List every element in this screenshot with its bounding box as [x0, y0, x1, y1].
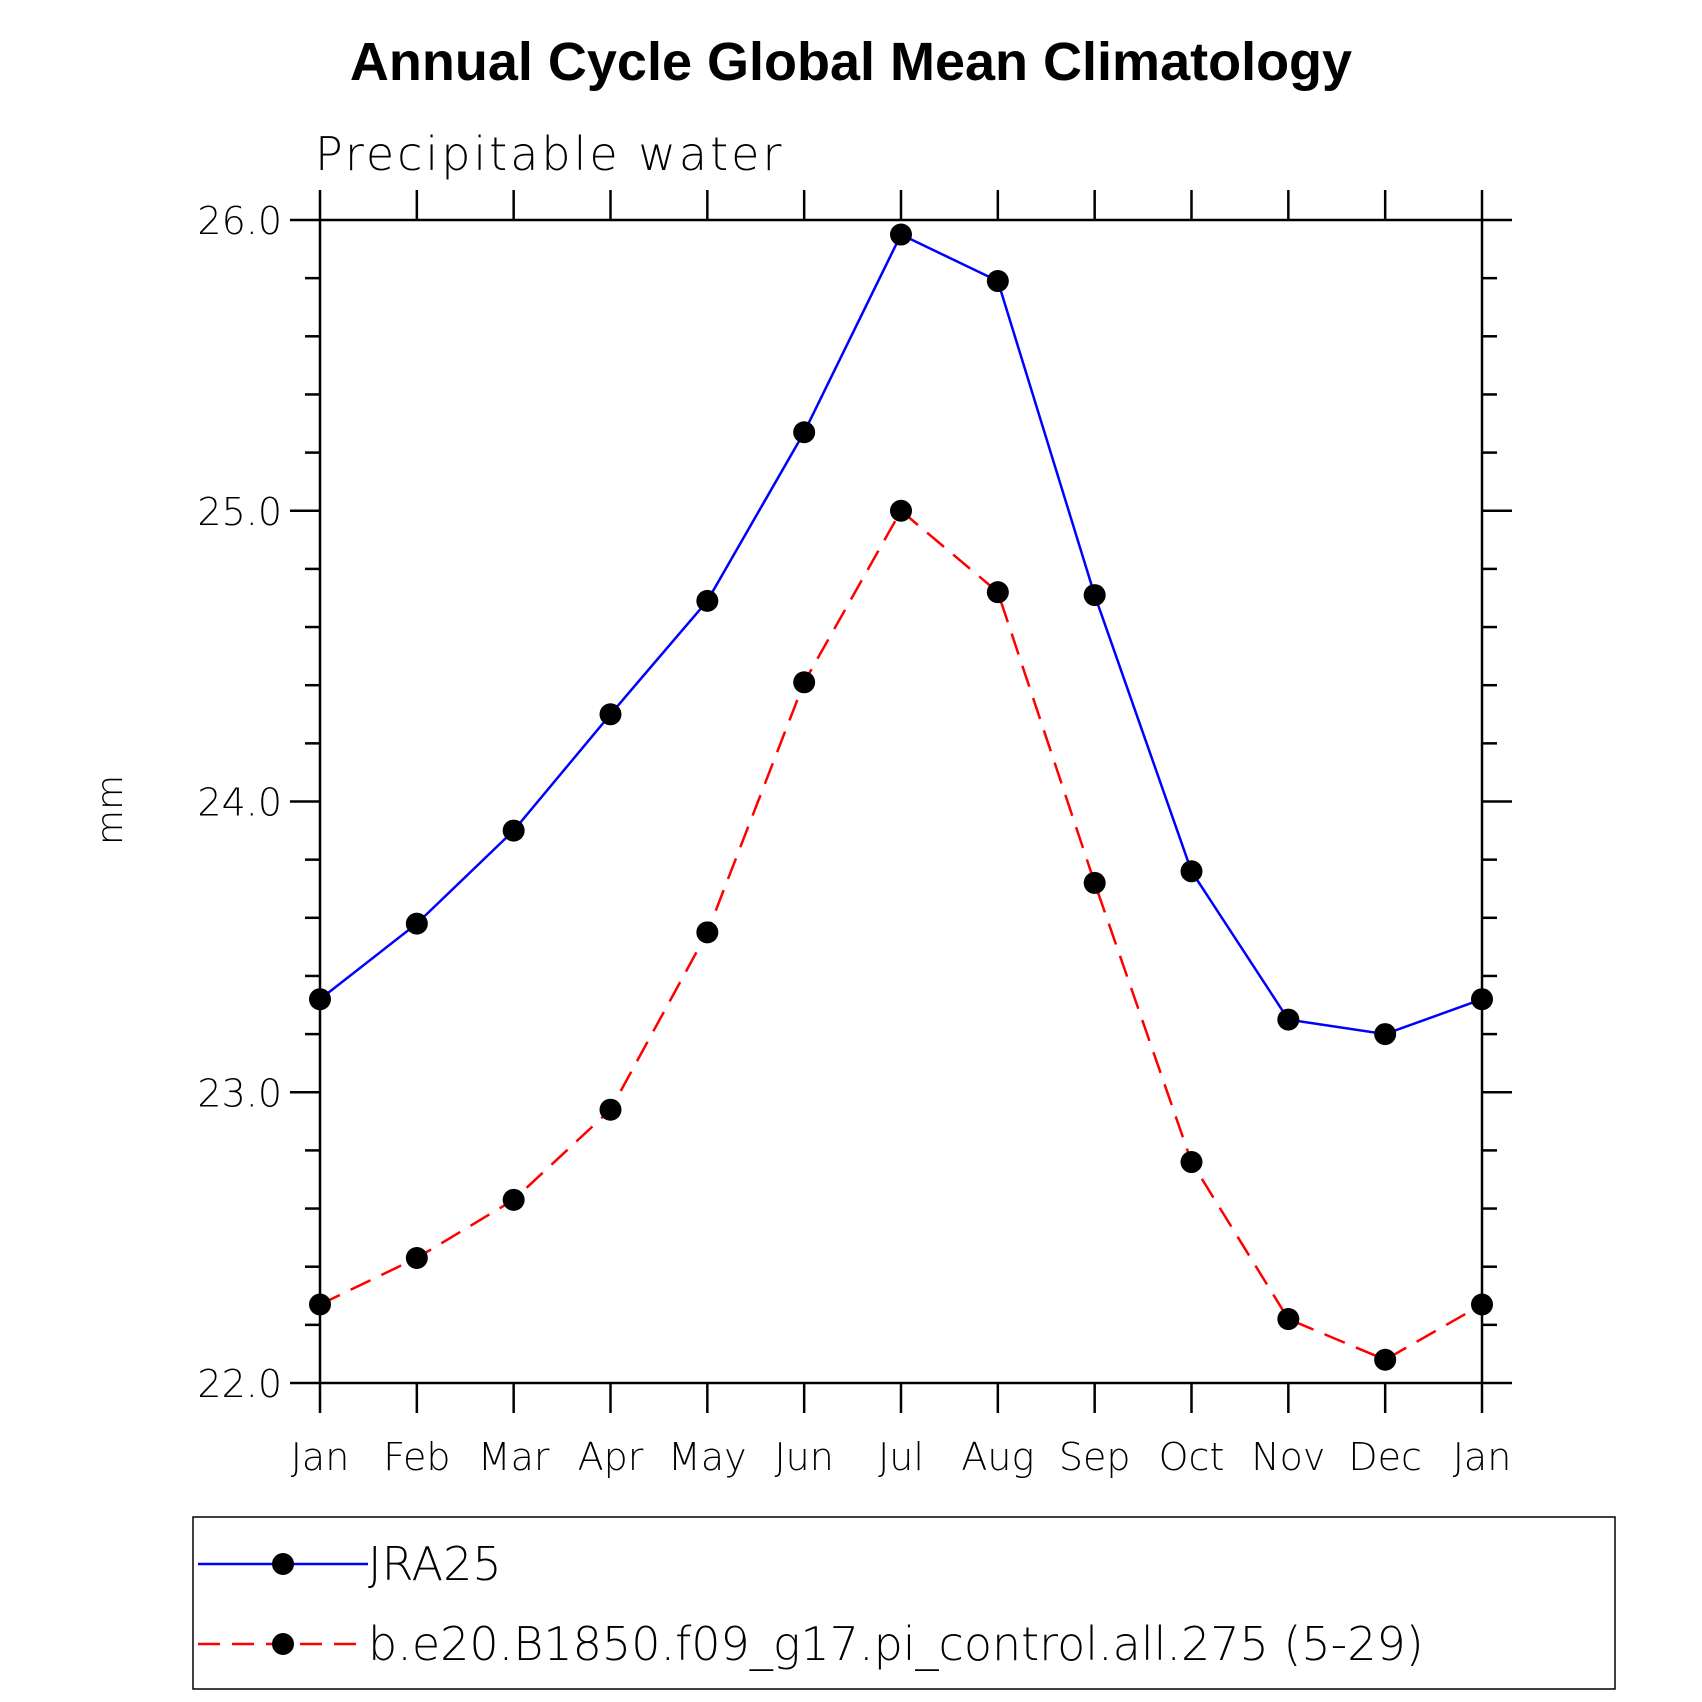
y-tick-label: 23.0 — [197, 1071, 282, 1115]
series-0-point — [1374, 1023, 1397, 1046]
x-tick-label: Jun — [774, 1435, 833, 1479]
series-1-point — [986, 581, 1009, 604]
x-tick-label: Mar — [478, 1435, 550, 1479]
series-1-point — [1277, 1308, 1300, 1331]
legend: JRA25 b.e20.B1850.f09_g17.pi_control.all… — [192, 1516, 1616, 1690]
x-tick-label: Aug — [961, 1435, 1034, 1479]
series-0-point — [890, 223, 912, 246]
y-axis-label: mm — [90, 775, 131, 845]
plot-border — [318, 218, 1484, 1385]
series-1-point — [502, 1188, 525, 1211]
legend-marker-1 — [272, 1633, 294, 1655]
series-0-point — [1180, 860, 1203, 883]
y-tick-label: 25.0 — [197, 490, 282, 534]
series-1-point — [1471, 1293, 1493, 1316]
x-tick-label: Jul — [878, 1435, 924, 1479]
legend-box — [192, 1516, 1616, 1690]
x-tick-label: Oct — [1159, 1435, 1225, 1479]
series-0-point — [1471, 988, 1493, 1011]
series-line-0 — [319, 232, 1483, 1036]
y-tick-label: 24.0 — [197, 781, 282, 825]
series-1-point — [793, 671, 816, 694]
series-0-point — [1277, 1008, 1300, 1031]
series-0-point — [405, 912, 428, 935]
series-1-point — [1180, 1151, 1203, 1174]
y-tick-label: 22.0 — [197, 1362, 282, 1406]
series-0-point — [986, 270, 1009, 293]
series-1-point — [1083, 871, 1106, 894]
x-tick-label: Nov — [1251, 1435, 1325, 1479]
series-0-point — [309, 988, 331, 1011]
x-tick-label: Jan — [1453, 1435, 1512, 1479]
series-0-point — [793, 421, 816, 444]
legend-label-1: b.e20.B1850.f09_g17.pi_control.all.275 (… — [368, 1617, 1424, 1671]
series-1-point — [890, 499, 912, 522]
series-line-1 — [319, 508, 1483, 1362]
y-tick-label: 26.0 — [197, 199, 282, 243]
series-0-point — [1083, 584, 1106, 607]
x-tick-label: Jan — [291, 1435, 350, 1479]
series-1-point — [696, 921, 719, 944]
series-1-point — [309, 1293, 331, 1316]
series-0-point — [502, 819, 525, 842]
legend-label-0: JRA25 — [368, 1537, 502, 1591]
series-layer — [309, 223, 1493, 1371]
series-0-point — [696, 589, 719, 612]
chart-subtitle: Precipitable water — [315, 127, 784, 181]
x-tick-label: May — [668, 1435, 747, 1479]
x-tick-label: Dec — [1348, 1435, 1422, 1479]
series-1-point — [1374, 1348, 1397, 1371]
x-tick-label: Feb — [383, 1435, 450, 1479]
chart-title: Annual Cycle Global Mean Climatology — [350, 32, 1352, 92]
series-1-point — [599, 1098, 622, 1121]
series-0-point — [599, 703, 622, 726]
plot-frame — [318, 218, 1484, 1385]
axis-ticks: Jan Feb Mar Apr May Jun Jul Aug Sep Oct Nov Dec Jan2… — [197, 190, 1512, 1479]
series-1-point — [405, 1246, 428, 1269]
x-tick-label: Sep — [1059, 1435, 1131, 1479]
legend-marker-0 — [272, 1553, 294, 1575]
x-tick-label: Apr — [578, 1435, 644, 1479]
